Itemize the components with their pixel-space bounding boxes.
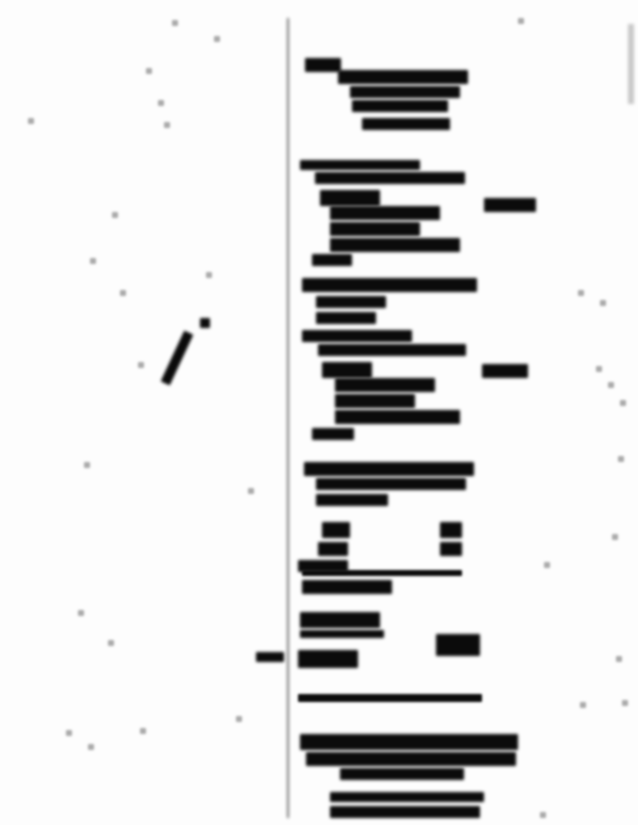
text-line: [300, 612, 380, 628]
scan-noise: [578, 290, 584, 296]
table-cell: [318, 542, 348, 556]
text-line: [316, 478, 466, 490]
footer-text: [300, 734, 518, 750]
text-line: [298, 650, 358, 668]
heading-line: [350, 86, 460, 98]
margin-mark: [256, 652, 284, 662]
text-line: [330, 206, 440, 220]
footer-text: [340, 768, 464, 780]
scan-noise: [596, 366, 602, 372]
scan-noise: [236, 716, 242, 722]
scan-noise: [214, 36, 220, 42]
heading-line: [338, 70, 468, 84]
scan-noise: [608, 382, 614, 388]
table-cell: [302, 580, 392, 594]
text-line: [335, 378, 435, 392]
heading-line: [362, 118, 450, 130]
scan-noise: [612, 534, 618, 540]
scan-noise: [112, 212, 118, 218]
text-line: [318, 344, 466, 356]
scan-noise: [206, 272, 212, 278]
scan-noise: [622, 700, 628, 706]
scan-noise: [84, 462, 90, 468]
scan-noise: [580, 702, 586, 708]
heading-line: [352, 100, 448, 112]
table-cell: [440, 542, 462, 556]
scan-noise: [620, 400, 626, 406]
scan-noise: [120, 290, 126, 296]
scan-edge-mark: [628, 24, 634, 104]
margin-note: [484, 198, 536, 212]
scan-noise: [138, 362, 144, 368]
text-line: [436, 634, 480, 656]
scan-noise: [146, 68, 152, 74]
table-cell: [322, 522, 350, 538]
text-line: [312, 254, 352, 266]
heading-glyph: [305, 58, 341, 72]
scan-noise: [28, 118, 34, 124]
text-line: [315, 172, 465, 184]
scan-noise: [600, 300, 606, 306]
text-line: [304, 462, 474, 476]
text-line: [300, 630, 384, 638]
text-line: [316, 312, 376, 324]
text-line: [330, 238, 460, 252]
table-cell: [440, 522, 462, 538]
handwritten-mark: [160, 330, 194, 386]
text-line: [335, 410, 460, 424]
text-line: [300, 160, 420, 170]
footer-text: [330, 792, 484, 802]
scan-noise: [518, 18, 524, 24]
scan-noise: [172, 20, 178, 26]
table-cell: [298, 560, 348, 572]
text-line: [302, 278, 477, 292]
scan-noise: [90, 258, 96, 264]
scan-noise: [164, 122, 170, 128]
text-line: [312, 428, 354, 440]
scan-noise: [78, 610, 84, 616]
scan-noise: [88, 744, 94, 750]
scan-noise: [158, 100, 164, 106]
footer-text: [330, 806, 480, 818]
page-fold-line: [284, 18, 292, 818]
scan-noise: [540, 812, 546, 818]
scan-noise: [140, 728, 146, 734]
footer-text: [306, 752, 516, 766]
scan-noise: [618, 456, 624, 462]
footer-rule: [298, 694, 482, 702]
scan-noise: [66, 730, 72, 736]
scan-noise: [544, 562, 550, 568]
text-line: [330, 222, 420, 236]
text-line: [320, 190, 380, 206]
text-line: [335, 394, 415, 408]
scan-noise: [248, 488, 254, 494]
margin-note: [482, 364, 528, 378]
text-line: [316, 296, 386, 308]
text-line: [322, 362, 372, 378]
text-line: [302, 330, 412, 342]
scan-noise: [616, 656, 622, 662]
text-line: [316, 494, 388, 506]
scan-noise: [108, 640, 114, 646]
table-rule: [302, 570, 462, 576]
handwritten-mark: [200, 318, 210, 328]
